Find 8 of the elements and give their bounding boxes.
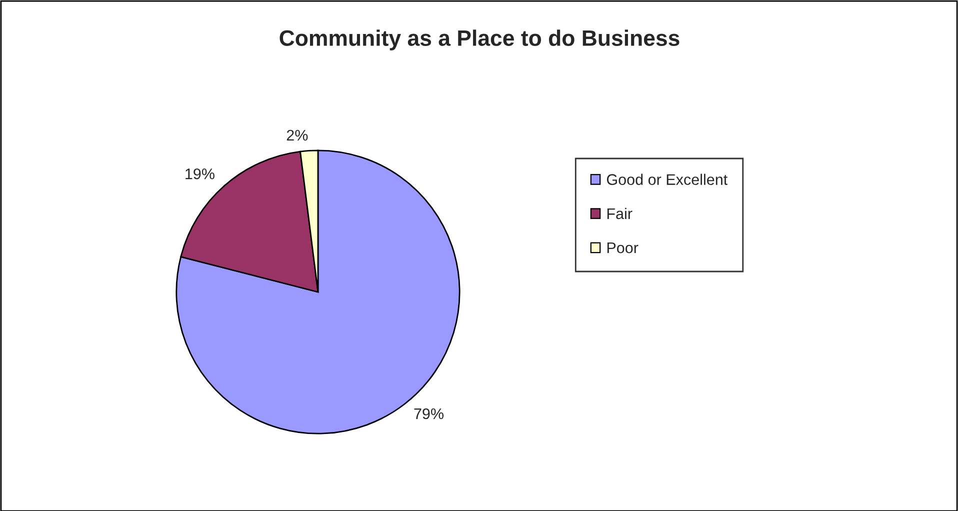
legend-label: Poor (607, 242, 638, 254)
chart-title: Community as a Place to do Business (280, 30, 680, 50)
data-label: 19% (186, 168, 214, 180)
data-label: 79% (414, 408, 444, 420)
legend-label: Fair (607, 208, 632, 220)
legend-label: Good or Excellent (606, 174, 728, 185)
pie-slice (176, 150, 460, 434)
data-label: 2% (286, 130, 308, 141)
